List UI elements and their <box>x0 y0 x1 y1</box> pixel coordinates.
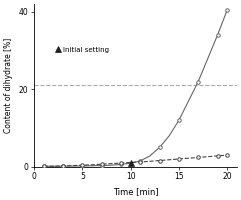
Y-axis label: Content of dihydrate [%]: Content of dihydrate [%] <box>4 38 13 133</box>
X-axis label: Time [min]: Time [min] <box>113 187 158 196</box>
Legend: Initial setting: Initial setting <box>54 46 110 53</box>
